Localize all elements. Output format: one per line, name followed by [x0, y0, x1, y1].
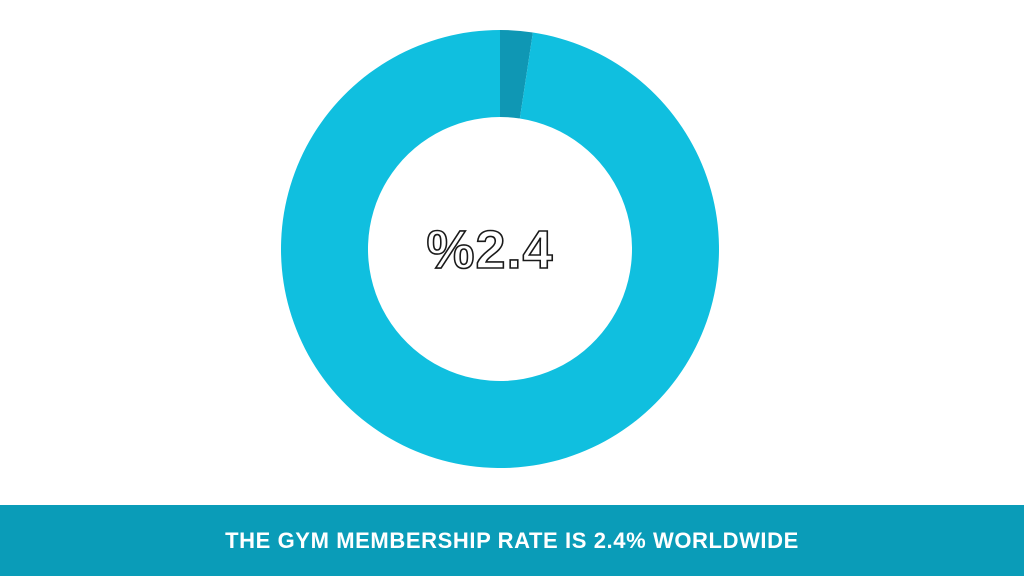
center-value-label: %2.4 — [426, 220, 553, 280]
caption-text: THE GYM MEMBERSHIP RATE IS 2.4% WORLDWID… — [225, 527, 799, 553]
donut-slices — [280, 30, 719, 468]
donut-slice-1 — [280, 30, 719, 468]
caption-bar: THE GYM MEMBERSHIP RATE IS 2.4% WORLDWID… — [0, 505, 1024, 576]
donut-slice-0 — [500, 30, 533, 119]
donut-chart: %2.4 — [280, 30, 719, 468]
